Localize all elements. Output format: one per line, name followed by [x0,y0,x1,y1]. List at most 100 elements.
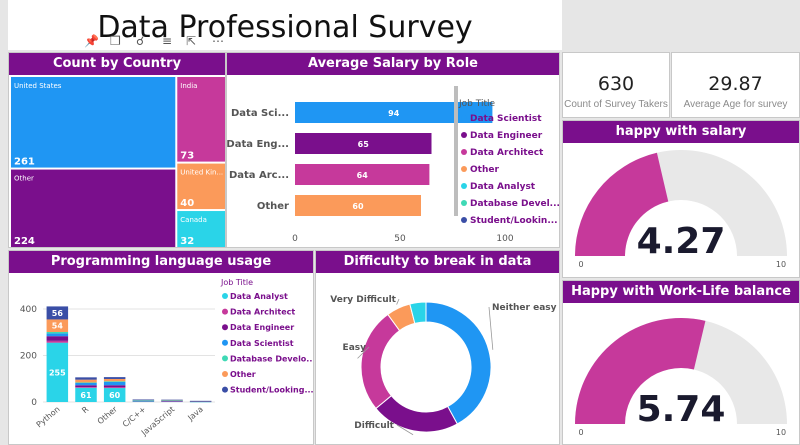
treemap-value-india: 73 [180,151,194,162]
lang-xtick-python: Python [35,405,62,430]
treemap-cell-united-states [11,77,176,168]
copy-icon[interactable]: ❐ [110,34,121,48]
salary-legend-dot-data-architect [461,149,467,155]
more-icon[interactable]: ⋯ [212,34,224,48]
kpi-card-age: 29.87 Average Age for survey [671,52,800,118]
lang-bar-python-data-scientist [46,333,69,337]
lang-bar-python-other [46,319,69,332]
salary-legend-student-lookin: Student/Lookin... [470,216,558,226]
salary-legend-data-architect: Data Architect [470,148,544,158]
difficulty-donut: Neither easy n... Difficult Easy Very Diffi… [330,295,559,436]
gauge2-value: 5.74 [637,389,726,430]
donut-label-difficult: Difficult [354,421,394,431]
donut-leader-difficult [396,424,414,436]
salary-legend-dot-data-scientist [461,115,467,121]
salary-legend-dot-database-devel [461,200,467,206]
lang-legend-dot-data-engineer [222,324,228,331]
lang-label-python-other: 54 [52,322,64,331]
salary-bar-data-arc [295,164,430,185]
salary-category-data-eng: Data Eng... [227,139,289,150]
lang-label-other-data-analyst: 60 [109,391,121,400]
gauge2-max: 10 [776,428,786,437]
happy-wlb-header: Happy with Work-Life balance [563,281,799,303]
lang-bar-r-other [75,379,97,383]
lang-legend-data-engineer: Data Engineer [230,323,294,332]
donut-slice-easy [360,313,401,410]
salary-legend-data-engineer: Data Engineer [470,131,543,141]
gauge1-min: 0 [578,260,583,269]
gauge2-fill [575,318,706,424]
treemap-label-united-kin: United Kin... [180,169,223,177]
lang-legend-data-architect: Data Architect [230,308,295,317]
lang-xtick-r: R [80,404,90,415]
lang-bar-python-database-developer [46,332,69,334]
lang-bar-c-c-data-analyst [132,401,155,402]
salary-category-data-arc: Data Arc... [229,170,289,181]
kpi-age-value: 29.87 [708,73,763,95]
lang-label-python-data-analyst: 255 [49,368,66,377]
expand-icon[interactable]: ⇱ [186,34,197,48]
lang-bar-r-data-scientist [75,382,97,386]
salary-value-data-eng: 65 [358,140,370,149]
gauge1-value: 4.27 [637,221,726,262]
gauge1-max: 10 [776,260,786,269]
lang-legend-dot-student-looking [222,386,228,393]
country-header: Count by Country [9,53,225,75]
lang-bar-other-data-engineer [103,385,126,388]
lang-ytick-0: 0 [31,398,37,408]
lang-bar-other-data-architect [103,387,126,389]
kpi-count-value: 630 [597,73,635,95]
lang-bar-python-data-engineer [46,336,69,341]
lang-bar-r-database-developer [75,382,97,383]
treemap-value-canada: 32 [180,236,194,247]
donut-slice-slice-4 [409,301,427,325]
kpi-card-count: 630 Count of Survey Takers [562,52,670,118]
salary-legend-other: Other [470,165,499,175]
donut-leader-easy [357,346,370,359]
treemap-cell-other [11,169,176,247]
lang-bar-javascript-student-looking [161,399,183,401]
lang-legend-dot-data-architect [222,308,228,315]
language-header: Programming language usage [9,251,313,273]
salary-legend-dot-data-engineer [461,132,467,138]
salary-category-other: Other [257,201,289,212]
lang-bar-other-database-developer [103,381,126,382]
treemap-label-canada: Canada [180,216,207,224]
lang-legend-database-develo: Database Develo... [230,354,313,363]
lang-xtick-java: Java [185,405,205,423]
treemap-cell-india [177,77,225,162]
language-panel: Programming language usage 0 200 400 255 54 5… [8,250,314,445]
happy-salary-gauge: 4.27 0 10 [575,150,787,269]
lang-bar-python-data-architect [46,340,69,343]
pin-icon[interactable]: 📌 [84,34,99,48]
lang-legend-dot-data-analyst [222,293,228,299]
salary-legend-scrollbar [454,86,458,216]
salary-bar-data-sci [295,102,493,123]
salary-value-data-arc: 64 [357,171,369,180]
donut-leader-neither-easy-n [488,306,494,350]
bell-icon[interactable]: ☌ [136,34,145,48]
treemap-label-other: Other [14,175,34,183]
lang-bar-other-student-looking [103,377,126,379]
lang-ytick-400: 400 [20,305,37,315]
salary-chart: 94 Data Sci... 65 Data Eng... 64 Data Arc... 6… [227,86,559,244]
lang-bar-c-c-student-looking [132,399,155,400]
treemap-cell-canada [177,211,225,247]
kpi-count-label: Count of Survey Takers [564,99,668,110]
salary-legend-data-analyst: Data Analyst [470,182,536,192]
happy-salary-header: happy with salary [563,121,799,143]
treemap-label-united-states: United States [14,82,62,90]
salary-category-data-sci: Data Sci... [231,108,289,119]
salary-xtick-50: 50 [394,234,406,244]
filter-icon[interactable]: ≡ [162,34,173,48]
salary-bar-data-eng [295,133,432,154]
lang-bar-other-other [103,378,126,382]
country-treemap: United States 261 Other 224 India 73 United Ki… [11,77,225,247]
lang-xtick-c-c: C/C++ [121,405,148,429]
kpi-age-label: Average Age for survey [683,99,788,110]
lang-bar-r-data-engineer [75,385,97,388]
happy-salary-panel: happy with salary 4.27 0 10 [562,120,800,278]
lang-bar-other-data-scientist [103,382,126,386]
lang-bar-c-c-database-developer [132,400,155,401]
